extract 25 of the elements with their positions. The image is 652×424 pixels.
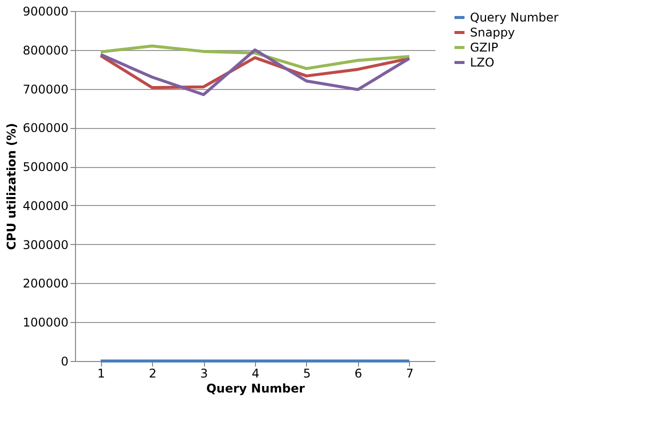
y-tick-label: 900000 bbox=[22, 4, 68, 18]
y-tick-label: 600000 bbox=[22, 121, 68, 136]
x-tick-label: 7 bbox=[406, 366, 414, 380]
y-tick-label: 400000 bbox=[22, 198, 68, 213]
x-tick-label: 3 bbox=[200, 366, 208, 380]
y-axis-title: CPU utilization (%) bbox=[4, 122, 19, 250]
line-series bbox=[99, 44, 411, 70]
legend-label: Snappy bbox=[470, 26, 515, 40]
line-series bbox=[99, 48, 411, 96]
y-tick-label: 100000 bbox=[22, 316, 68, 330]
legend-label: GZIP bbox=[470, 40, 498, 54]
x-tick-label: 6 bbox=[354, 366, 362, 380]
y-tick-label: 800000 bbox=[22, 43, 68, 58]
y-tick-label: 500000 bbox=[22, 160, 68, 174]
x-tick-label: 1 bbox=[97, 366, 106, 380]
y-tick-label: 700000 bbox=[22, 82, 68, 96]
x-axis-title: Query Number bbox=[206, 382, 305, 396]
legend-label: LZO bbox=[470, 56, 494, 70]
x-tick-label: 2 bbox=[148, 366, 156, 380]
y-tick-label: 0 bbox=[60, 354, 68, 368]
x-tick-label: 4 bbox=[252, 366, 260, 380]
y-tick-label: 200000 bbox=[22, 276, 68, 291]
y-tick-label: 300000 bbox=[22, 238, 68, 252]
legend-label: Query Number bbox=[470, 10, 559, 24]
x-tick-label: 5 bbox=[303, 366, 311, 380]
